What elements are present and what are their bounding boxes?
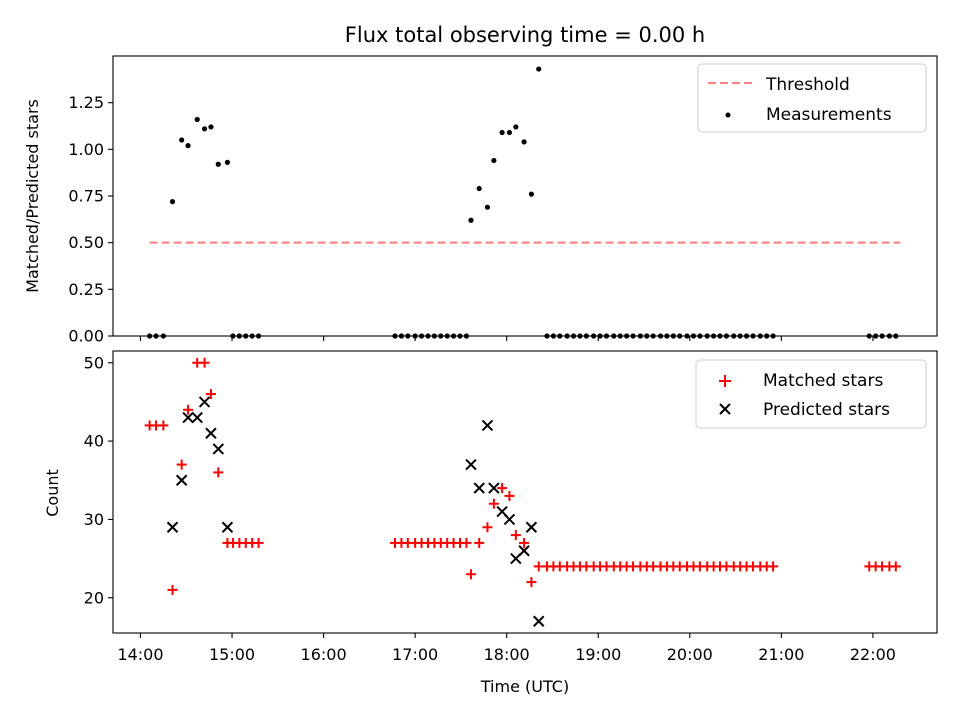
- bottom-x-tick-label: 16:00: [301, 645, 347, 664]
- top-y-tick-label: 0.00: [68, 327, 104, 346]
- bottom-x-tick-label: 21:00: [758, 645, 804, 664]
- measurement-point: [476, 185, 482, 192]
- matched-star-point: [488, 498, 499, 509]
- matched-star-point: [519, 537, 530, 548]
- measurement-point: [528, 191, 535, 197]
- measurement-point: [169, 199, 176, 205]
- matched-star-point: [213, 467, 224, 478]
- bottom-plot-area: 20 30 40 50 14:00 15:00 16:00 17:00 18:00 19:00 20…: [84, 353, 901, 664]
- matched-star-point: [768, 561, 779, 572]
- predicted-star-point: [205, 427, 217, 439]
- measurement-point: [521, 139, 527, 145]
- measurement-point: [499, 129, 505, 136]
- top-legend: Threshold Measurements: [697, 63, 927, 133]
- legend-matched-label: Matched stars: [763, 371, 883, 391]
- measurement-point: [484, 204, 491, 210]
- predicted-star-point: [473, 482, 485, 494]
- predicted-star-point: [481, 419, 494, 432]
- legend-predicted-label: Predicted stars: [763, 400, 890, 420]
- top-axes-frame: [112, 55, 938, 337]
- matched-star-point: [167, 584, 178, 595]
- matched-star-point: [199, 357, 210, 368]
- top-y-tick-label: 1.25: [68, 93, 104, 112]
- matched-star-point: [526, 577, 537, 588]
- measurement-point: [491, 157, 497, 164]
- bottom-legend: Matched stars Predicted stars: [695, 359, 927, 429]
- top-legend-box: [697, 63, 927, 133]
- bottom-x-tick-label: 22:00: [850, 645, 896, 664]
- top-y-tick-label: 0.50: [68, 233, 104, 252]
- matched-star-point: [510, 530, 521, 541]
- matched-star-point: [465, 569, 476, 580]
- bottom-y-axis-label: Count: [43, 469, 62, 517]
- predicted-star-point: [212, 443, 224, 455]
- top-y-axis-label: Matched/Predicted stars: [23, 99, 42, 293]
- bottom-x-tick-label: 18:00: [484, 645, 530, 664]
- top-y-tick-label: 0.25: [68, 280, 104, 299]
- matched-star-point: [497, 483, 508, 494]
- measurement-point: [185, 143, 191, 149]
- legend-predicted-x-icon: [719, 403, 731, 415]
- matched-star-point: [482, 522, 493, 533]
- bottom-axes-frame: [112, 350, 938, 634]
- measurement-point: [513, 124, 519, 130]
- top-plot-area: 0.00 0.25 0.50 0.75 1.00 1.25: [68, 66, 901, 346]
- matched-star-point: [890, 561, 901, 572]
- bottom-x-tick-label: 19:00: [575, 645, 621, 664]
- matched-star-point: [253, 537, 264, 548]
- measurement-point: [224, 159, 231, 165]
- bottom-x-tick-label: 15:00: [209, 645, 255, 664]
- bottom-y-tick-label: 30: [84, 510, 104, 529]
- measurement-point: [208, 124, 214, 130]
- matched-star-point: [183, 404, 194, 415]
- bottom-x-axis-label: Time (UTC): [480, 677, 569, 696]
- top-chart-title: Flux total observing time = 0.00 h: [345, 23, 705, 47]
- measurement-point: [215, 161, 221, 167]
- predicted-star-point: [182, 411, 194, 424]
- matched-star-point: [205, 389, 216, 400]
- matched-star-point: [461, 537, 472, 548]
- bottom-x-tick-label: 17:00: [392, 645, 438, 664]
- measurement-point: [201, 126, 208, 132]
- bottom-x-tick-label: 14:00: [117, 645, 163, 664]
- predicted-star-point: [166, 521, 179, 533]
- legend-measurements-label: Measurements: [766, 105, 892, 125]
- predicted-star-point: [518, 545, 530, 557]
- measurement-point: [468, 217, 474, 223]
- bottom-y-tick-label: 20: [84, 588, 104, 607]
- legend-matched-plus-icon: [719, 375, 731, 387]
- predicted-star-point: [525, 521, 538, 533]
- bottom-y-tick-label: 40: [84, 432, 104, 451]
- measurement-point: [536, 66, 542, 72]
- matched-star-point: [176, 459, 187, 470]
- predicted-star-point: [198, 396, 211, 408]
- predicted-star-point: [465, 458, 477, 471]
- matched-star-point: [158, 420, 169, 431]
- predicted-star-point: [533, 615, 545, 627]
- top-y-tick-label: 1.00: [68, 140, 104, 159]
- measurement-point: [179, 137, 185, 143]
- bottom-x-tick-label: 20:00: [667, 645, 713, 664]
- top-y-tick-label: 0.75: [68, 187, 104, 206]
- predicted-star-point: [503, 513, 516, 526]
- predicted-star-point: [221, 521, 234, 533]
- measurement-point: [506, 129, 513, 136]
- predicted-star-point: [191, 411, 203, 424]
- predicted-star-point: [488, 482, 500, 494]
- matched-star-point: [504, 490, 515, 501]
- matched-star-point: [474, 537, 485, 548]
- bottom-y-tick-label: 50: [84, 353, 104, 372]
- predicted-star-point: [175, 474, 188, 486]
- legend-measurement-dot-icon: [725, 112, 731, 118]
- legend-threshold-label: Threshold: [765, 75, 850, 95]
- bottom-legend-box: [695, 359, 927, 429]
- measurement-point: [194, 116, 200, 123]
